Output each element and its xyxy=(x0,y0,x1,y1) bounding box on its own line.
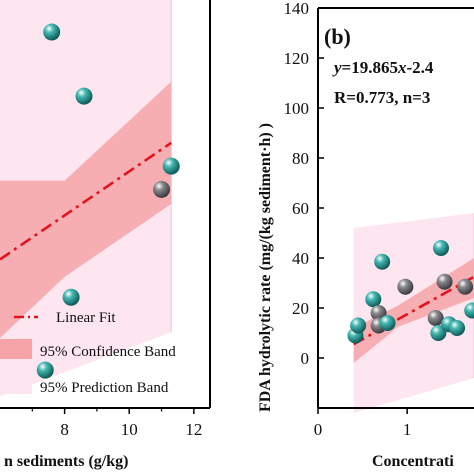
panel-a-axes: 8 10 12 xyxy=(0,0,211,439)
data-point xyxy=(430,325,447,341)
data-point xyxy=(62,288,80,306)
legend-linear-fit-label: Linear Fit xyxy=(56,310,116,326)
panel-b-x-axis-title: Concentrati xyxy=(372,453,454,470)
panel-a-fit-layer xyxy=(0,141,172,261)
y-tick-label: 80 xyxy=(292,149,309,168)
x-tick-label: 10 xyxy=(121,420,138,439)
panel-a-bands xyxy=(0,0,172,397)
panel-a-points xyxy=(36,23,180,379)
y-tick-label: 40 xyxy=(292,249,309,268)
equation-intercept: -2.4 xyxy=(406,58,433,77)
panel-a-legend: Linear Fit 95% Confidence Band 95% Predi… xyxy=(0,310,176,396)
data-point xyxy=(162,157,180,175)
data-point xyxy=(449,320,466,336)
equation-coefficient: =19.865 xyxy=(342,58,398,77)
legend-confidence-band-swatch xyxy=(0,339,32,359)
panel-a-x-axis-title: n sediments (g/kg) xyxy=(4,453,128,470)
data-point xyxy=(36,361,54,379)
data-point xyxy=(374,253,391,270)
confidence-band xyxy=(0,81,172,339)
panel-b-equation: y=19.865x-2.4 xyxy=(332,58,434,77)
data-point xyxy=(427,310,444,326)
equation-y-var: y xyxy=(332,58,342,77)
legend-prediction-band-swatch xyxy=(0,374,32,394)
y-tick-label: 0 xyxy=(301,349,310,368)
data-point xyxy=(464,302,474,319)
linear-fit-line xyxy=(0,141,172,261)
x-tick-label: 8 xyxy=(60,420,69,439)
data-point xyxy=(43,23,61,41)
panel-b-stats: R=0.773, n=3 xyxy=(334,88,430,107)
x-tick-label: 0 xyxy=(314,420,323,439)
y-tick-label: 60 xyxy=(292,199,309,218)
linear-fit-line xyxy=(353,275,474,346)
panel-b-y-axis-title: FDA hydrolytic rate (mg/(kg sediment·h) … xyxy=(257,123,274,412)
data-point xyxy=(379,315,396,331)
y-tick-label: 20 xyxy=(292,299,309,318)
x-tick-label: 12 xyxy=(185,420,202,439)
legend-confidence-band-label: 95% Confidence Band xyxy=(40,344,176,360)
y-tick-label: 140 xyxy=(284,0,310,18)
data-point xyxy=(457,278,474,295)
panel-b-points xyxy=(347,240,474,344)
x-tick-label: 1 xyxy=(403,420,412,439)
y-tick-label: 100 xyxy=(284,99,310,118)
legend-prediction-band-label: 95% Prediction Band xyxy=(40,380,169,396)
data-point xyxy=(153,180,171,198)
y-tick-label: 120 xyxy=(284,49,310,68)
panel-b-fit-layer xyxy=(353,275,474,346)
data-point xyxy=(350,317,367,334)
data-point xyxy=(365,291,382,308)
data-point xyxy=(436,273,453,290)
panel-b-tag: (b) xyxy=(324,24,351,49)
data-point xyxy=(433,240,450,256)
data-point xyxy=(397,278,414,295)
data-point xyxy=(75,87,93,105)
equation-x-var: x xyxy=(397,58,407,77)
